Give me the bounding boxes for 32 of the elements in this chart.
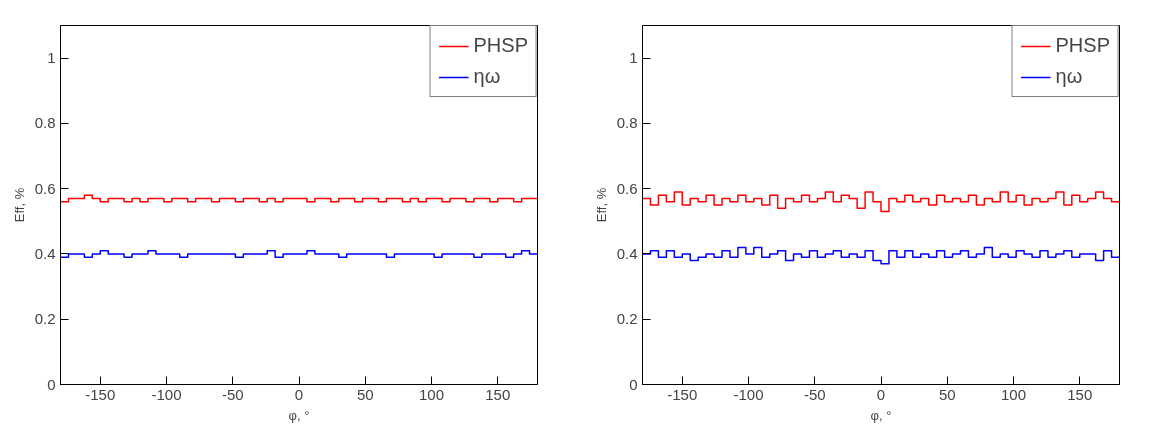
y-axis-title: Eff, % [11, 187, 27, 223]
x-tick-label: 50 [938, 385, 956, 403]
x-tick-label: -50 [803, 385, 826, 403]
x-tick-label: 100 [1000, 385, 1027, 403]
x-tick-label: 150 [1067, 385, 1093, 403]
y-tick-label: 1 [629, 49, 638, 67]
x-tick-label: 0 [876, 385, 886, 403]
x-tick-label: -100 [733, 385, 764, 403]
legend-label: ηω [1055, 65, 1083, 88]
y-tick-label: 0.2 [34, 310, 56, 328]
y-tick-label: 0.6 [34, 179, 56, 197]
legend-label: ηω [473, 65, 501, 88]
x-axis-title: φ, ° [870, 407, 892, 423]
x-tick-label: 50 [356, 385, 374, 403]
y-axis-title: Eff, % [593, 187, 609, 223]
y-tick-label: 0.2 [616, 310, 638, 328]
x-tick-label: -150 [667, 385, 698, 403]
x-tick-label: -100 [151, 385, 182, 403]
x-axis-title: φ, ° [288, 407, 310, 423]
x-tick-label: -150 [85, 385, 116, 403]
y-tick-label: 0.4 [34, 244, 56, 262]
x-tick-label: 0 [294, 385, 304, 403]
x-tick-label: -50 [221, 385, 244, 403]
y-tick-label: 1 [47, 49, 56, 67]
legend-label: PHSP [473, 34, 528, 57]
x-tick-label: 100 [418, 385, 445, 403]
y-tick-label: 0.6 [616, 179, 638, 197]
y-tick-label: 0.8 [34, 114, 56, 132]
y-tick-label: 0.8 [616, 114, 638, 132]
x-tick-label: 150 [485, 385, 511, 403]
legend-label: PHSP [1055, 34, 1110, 57]
y-tick-label: 0.4 [616, 244, 638, 262]
